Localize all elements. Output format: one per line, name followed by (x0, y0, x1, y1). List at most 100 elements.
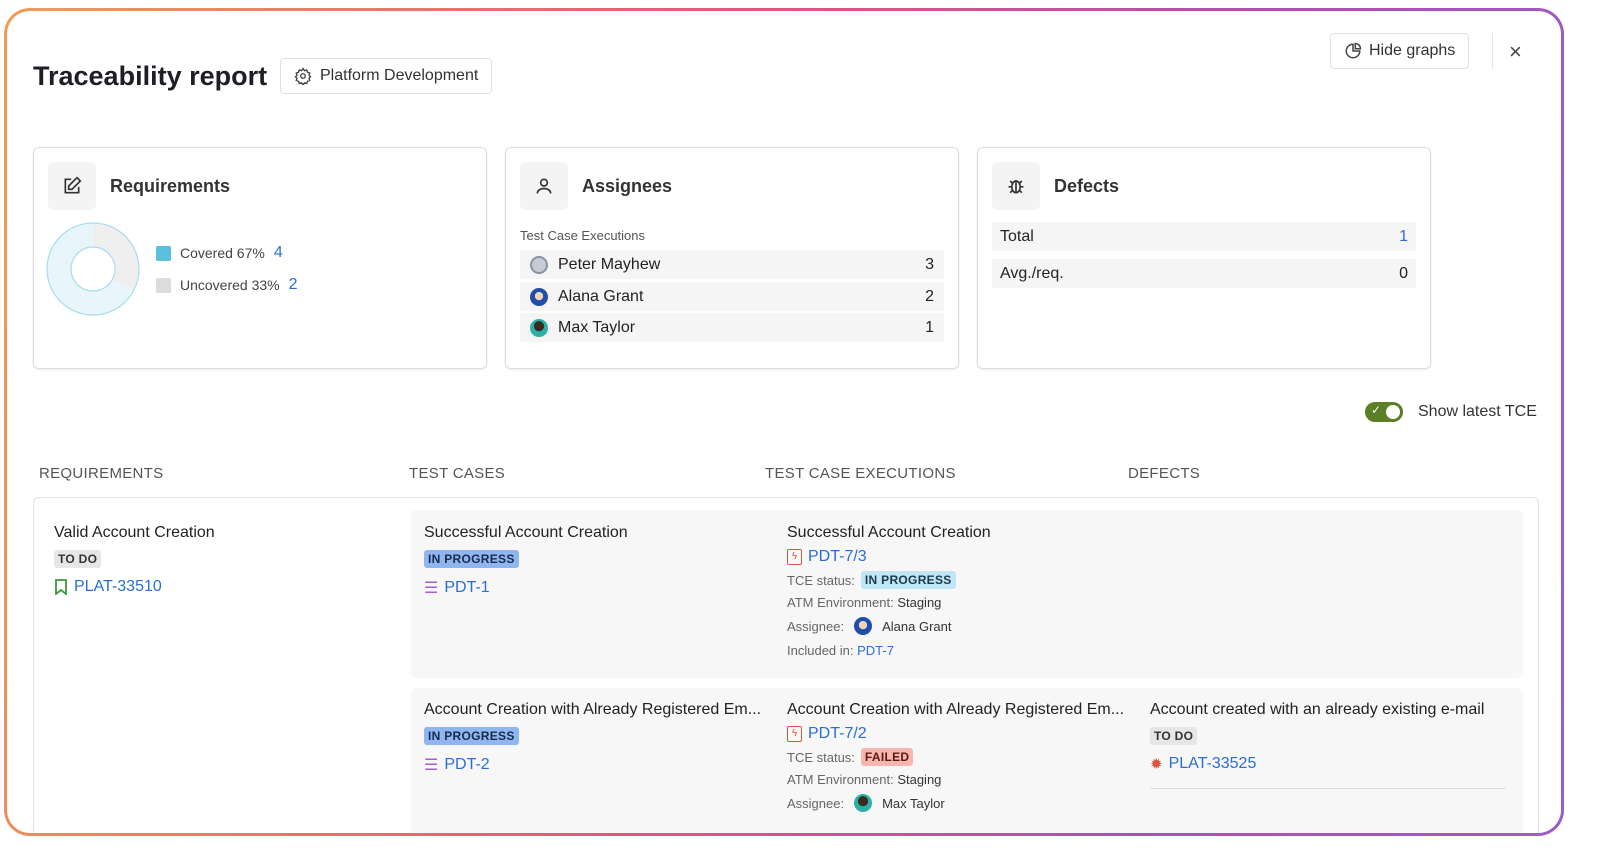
defects-total-label: Total (1000, 227, 1034, 245)
assignee-name: Max Taylor (558, 318, 636, 336)
hide-graphs-button[interactable]: Hide graphs (1330, 33, 1470, 69)
assignee-label: Assignee: (787, 618, 845, 634)
execution-icon: ϟ (787, 549, 802, 565)
assignees-subtitle: Test Case Executions (520, 228, 646, 243)
tce-status-badge: FAILED (860, 748, 914, 766)
avatar (854, 794, 873, 812)
defects-avg-row: Avg./req. 0 (992, 259, 1416, 288)
test-case-link[interactable]: PDT-2 (444, 756, 490, 773)
covered-label: Covered 67% (180, 245, 265, 261)
report-frame: Traceability report Platform Development… (4, 8, 1564, 836)
tce-cell: Account Creation with Already Registered… (787, 701, 1124, 812)
tce-title: Account Creation with Already Registered… (787, 701, 1125, 718)
column-header-requirements: REQUIREMENTS (39, 465, 164, 482)
checklist-icon: ☰ (424, 580, 439, 597)
execution-icon: ϟ (787, 726, 802, 742)
show-latest-tce-toggle[interactable]: ✓ (1365, 402, 1403, 422)
uncovered-label: Uncovered 33% (180, 277, 280, 293)
defect-title: Account created with an already existing… (1150, 701, 1485, 718)
defect-link[interactable]: PLAT-33525 (1168, 755, 1257, 772)
tce-link[interactable]: PDT-7/2 (808, 725, 867, 742)
legend-uncovered: Uncovered 33% 2 (156, 276, 298, 294)
tce-link[interactable]: PDT-7/3 (808, 548, 867, 565)
avatar (530, 255, 548, 274)
test-case-title: Account Creation with Already Registered… (424, 701, 762, 718)
status-badge: TO DO (54, 550, 102, 568)
included-label: Included in: (787, 643, 854, 658)
table-row (411, 688, 1523, 833)
avatar (530, 287, 548, 306)
uncovered-count[interactable]: 2 (288, 276, 298, 293)
person-icon (520, 162, 568, 210)
card-title: Requirements (110, 175, 231, 196)
test-case-cell: Account Creation with Already Registered… (424, 701, 761, 775)
assignee-row[interactable]: Max Taylor 1 (520, 313, 944, 342)
tce-status-label: TCE status: (787, 749, 855, 765)
bug-icon: ✹ (1150, 756, 1163, 773)
covered-count[interactable]: 4 (273, 244, 283, 261)
assignee-value: Alana Grant (882, 618, 952, 634)
requirement-title: Valid Account Creation (54, 524, 215, 541)
included-link[interactable]: PDT-7 (857, 643, 894, 658)
bug-icon (992, 162, 1040, 210)
toggle-label: Show latest TCE (1418, 403, 1537, 420)
test-case-title: Successful Account Creation (424, 524, 628, 541)
assignee-count: 3 (925, 255, 934, 273)
status-badge: IN PROGRESS (424, 550, 519, 568)
close-icon[interactable]: × (1509, 39, 1522, 64)
assignee-value: Max Taylor (882, 795, 945, 811)
assignee-count: 1 (925, 318, 934, 336)
avatar (854, 617, 873, 635)
defects-avg-label: Avg./req. (1000, 264, 1064, 282)
project-name: Platform Development (320, 67, 479, 84)
assignee-count: 2 (925, 287, 934, 305)
uncovered-slice (92, 223, 139, 292)
check-icon: ✓ (1371, 403, 1382, 417)
defects-total-row: Total 1 (992, 222, 1416, 251)
tce-status-badge: IN PROGRESS (860, 571, 956, 589)
tce-cell: Successful Account Creation ϟ PDT-7/3 TCE… (787, 524, 991, 658)
test-case-link[interactable]: PDT-1 (444, 579, 490, 596)
requirement-link[interactable]: PLAT-33510 (74, 578, 162, 595)
assignee-name: Peter Mayhew (558, 255, 661, 273)
edit-icon (48, 162, 96, 210)
traceability-table: Valid Account Creation TO DO PLAT-33510 … (33, 497, 1539, 833)
defects-card: Defects Total 1 Avg./req. 0 (977, 147, 1431, 369)
column-header-defects: DEFECTS (1128, 465, 1201, 482)
env-value: Staging (897, 595, 942, 610)
defects-avg-value: 0 (1399, 264, 1408, 282)
legend-covered: Covered 67% 4 (156, 244, 283, 262)
requirements-card: Requirements Covered 67% 4 Uncovered 33% 2 (33, 147, 487, 369)
assignee-row[interactable]: Peter Mayhew 3 (520, 250, 944, 279)
card-title: Defects (1054, 175, 1120, 196)
project-button[interactable]: Platform Development (280, 58, 493, 94)
card-title: Assignees (582, 175, 673, 196)
assignees-card: Assignees Test Case Executions Peter May… (505, 147, 959, 369)
defects-total-value[interactable]: 1 (1399, 227, 1408, 245)
tce-status-label: TCE status: (787, 572, 855, 588)
assignee-name: Alana Grant (558, 287, 644, 305)
assignee-label: Assignee: (787, 795, 845, 811)
avatar (530, 318, 548, 337)
hide-graphs-label: Hide graphs (1369, 42, 1456, 59)
env-label: ATM Environment: (787, 595, 894, 610)
pie-chart-icon (1345, 42, 1362, 59)
column-header-test-cases: TEST CASES (409, 465, 506, 482)
column-header-tce: TEST CASE EXECUTIONS (765, 465, 956, 482)
bookmark-icon (55, 579, 67, 595)
table-row (411, 510, 1523, 678)
status-badge: IN PROGRESS (424, 727, 519, 745)
test-case-cell: Successful Account Creation IN PROGRESS … (424, 524, 628, 598)
defect-cell: Account created with an already existing… (1150, 701, 1506, 789)
page-title: Traceability report (33, 61, 268, 91)
uncovered-swatch (156, 277, 171, 293)
checklist-icon: ☰ (424, 757, 439, 774)
env-value: Staging (897, 772, 942, 787)
covered-swatch (156, 245, 171, 261)
gear-icon (294, 67, 312, 85)
divider (1492, 33, 1493, 69)
env-label: ATM Environment: (787, 772, 894, 787)
coverage-donut (46, 222, 140, 316)
assignee-row[interactable]: Alana Grant 2 (520, 282, 944, 311)
status-badge: TO DO (1150, 727, 1198, 745)
